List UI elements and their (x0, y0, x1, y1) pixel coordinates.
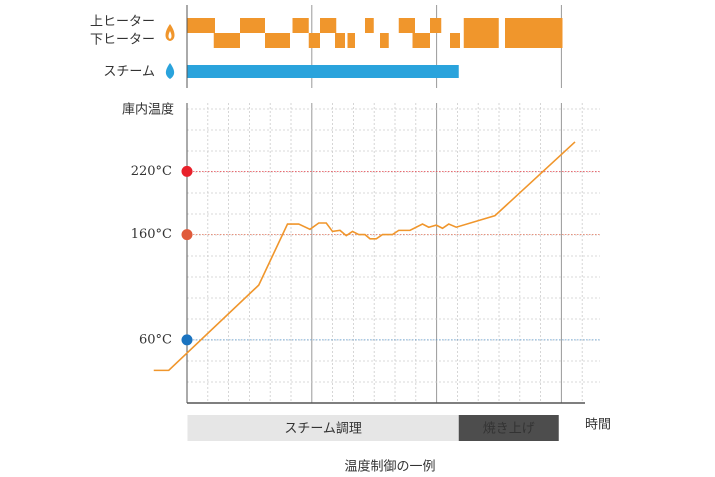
heater-bar (412, 33, 430, 48)
heater-bar (463, 33, 499, 48)
heater-bar (292, 18, 309, 33)
heater-bar (240, 18, 265, 33)
phase-label: スチーム調理 (284, 422, 362, 437)
heater-bar (213, 33, 240, 48)
temperature-line (153, 141, 576, 372)
heater-bar (380, 33, 389, 48)
heater-bar (398, 18, 415, 33)
heater-bar (365, 18, 374, 33)
heater-bar (335, 33, 345, 48)
heater-bar (265, 33, 290, 48)
x-axis-label: 時間 (585, 418, 611, 433)
tick-dot (181, 229, 193, 241)
heater-bar (505, 33, 563, 48)
phase-bar (187, 415, 459, 441)
heater-bar (187, 18, 215, 33)
y-axis-label: 庫内温度 (122, 102, 174, 118)
y-tick-label: 160°C (131, 227, 172, 242)
heater-bar (320, 18, 337, 33)
drop-icon (165, 63, 175, 79)
heater-label: 上ヒーター (90, 15, 155, 30)
heater-label: 下ヒーター (90, 33, 155, 48)
phase-label: 焼き上げ (483, 422, 535, 437)
tick-dot (181, 334, 193, 346)
heater-bar (187, 65, 459, 78)
y-tick-label: 220°C (131, 164, 172, 179)
heater-bar (347, 33, 355, 48)
heater-bar (450, 33, 460, 48)
heater-bar (463, 18, 499, 33)
heater-label: スチーム (103, 65, 155, 80)
heater-bar (430, 18, 442, 33)
flame-icon (165, 24, 175, 41)
heater-bar (505, 18, 563, 33)
tick-dot (181, 165, 193, 177)
heater-bar (308, 33, 320, 48)
y-tick-label: 60°C (139, 332, 172, 347)
phase-bar (458, 415, 559, 441)
chart-title: 温度制御の一例 (344, 459, 435, 475)
